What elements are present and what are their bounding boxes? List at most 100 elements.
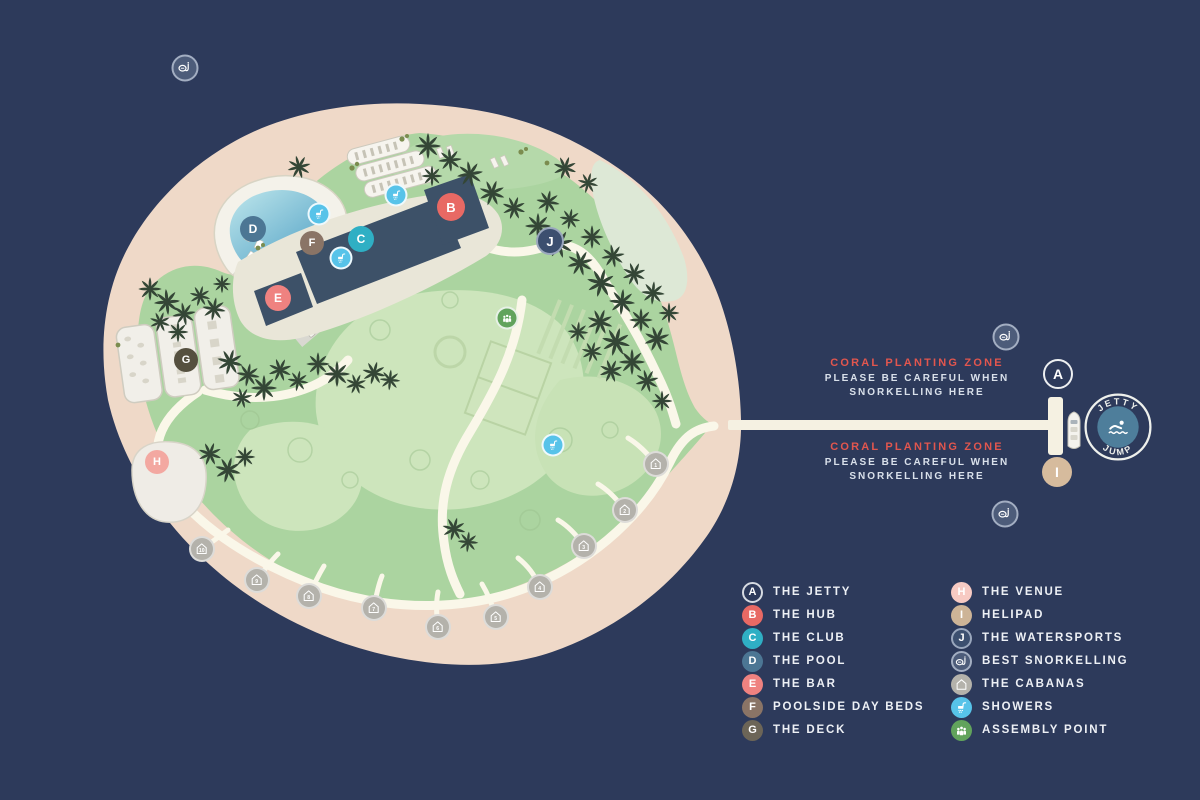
legend-marker-f: F [742, 696, 763, 718]
legend-marker-j: J [951, 627, 972, 649]
legend-marker-e: E [742, 673, 763, 695]
legend-column-2: H THE VENUE I HELIPAD J THE WATERSPORTS BEST S… [951, 581, 1128, 741]
lawn-patch-east [535, 376, 661, 496]
legend-marker-i: I [951, 604, 972, 626]
legend-item-showers: SHOWERS [951, 696, 1128, 718]
legend-marker-letter: F [749, 700, 756, 713]
cabana-icon [951, 673, 972, 695]
lawn-patch-southwest [234, 421, 363, 531]
map-marker-letter: F [308, 236, 316, 249]
cabana-marker-4: 4 [527, 574, 553, 600]
cabana-marker-5: 5 [483, 604, 509, 630]
map-marker-letter: C [356, 232, 366, 246]
map-marker-letter: G [181, 353, 191, 366]
legend-marker-d: D [742, 650, 763, 672]
legend-marker-a: A [742, 581, 763, 603]
coral-note-line1: PLEASE BE CAREFUL WHEN [824, 457, 1010, 468]
shower-icon [951, 696, 972, 718]
map-marker-letter: B [446, 199, 456, 215]
coral-planting-note: CORAL PLANTING ZONE PLEASE BE CAREFUL WH… [792, 357, 1042, 400]
coral-note-line2: SNORKELLING HERE [849, 387, 985, 398]
svg-text:JUMP: JUMP [1101, 442, 1135, 457]
svg-text:7: 7 [373, 608, 376, 614]
svg-text:9: 9 [256, 580, 259, 586]
jetty-walkway [728, 420, 1050, 430]
jetty-jump-bottom-text: JUMP [1101, 442, 1132, 457]
legend-marker-letter: I [959, 608, 964, 621]
legend-label: THE HUB [773, 609, 837, 621]
legend-item-the-deck: G THE DECK [742, 719, 924, 741]
legend-item-the-bar: E THE BAR [742, 673, 924, 695]
cabana-marker-9: 9 [244, 567, 270, 593]
snorkel-icon [991, 500, 1019, 528]
assembly-icon [951, 719, 972, 741]
snorkel-icon [951, 650, 972, 672]
roundabout [433, 335, 467, 369]
svg-text:6: 6 [437, 627, 440, 633]
snorkel-icon [992, 323, 1020, 351]
legend-marker-letter: D [748, 654, 757, 667]
legend-label: THE DECK [773, 724, 847, 736]
shower-icon [329, 246, 353, 270]
legend-label: THE VENUE [982, 586, 1065, 598]
cabana-marker-3: 3 [571, 533, 597, 559]
cabana-marker-2: 2 [612, 497, 638, 523]
svg-text:4: 4 [539, 587, 542, 593]
legend-label: HELIPAD [982, 609, 1045, 621]
legend-label: SHOWERS [982, 701, 1055, 713]
legend-label: THE POOL [773, 655, 847, 667]
legend-item-the-watersports: J THE WATERSPORTS [951, 627, 1128, 649]
cabana-marker-8: 8 [296, 583, 322, 609]
legend-label: THE CABANAS [982, 678, 1086, 690]
legend-item-the-venue: H THE VENUE [951, 581, 1128, 603]
shower-icon [384, 183, 408, 207]
legend-label: THE JETTY [773, 586, 852, 598]
sage-patch [591, 160, 688, 302]
legend-label: ASSEMBLY POINT [982, 724, 1109, 736]
coral-note-line1: PLEASE BE CAREFUL WHEN [824, 373, 1010, 384]
coral-note-line2: SNORKELLING HERE [849, 471, 985, 482]
map-marker-b: B [437, 193, 465, 221]
legend-item-the-cabanas: THE CABANAS [951, 673, 1128, 695]
svg-text:1: 1 [655, 464, 658, 470]
map-marker-letter: A [1052, 366, 1064, 382]
coral-note-title: CORAL PLANTING ZONE [830, 441, 1004, 453]
legend-marker-letter: J [958, 631, 965, 644]
cabana-marker-6: 6 [425, 614, 451, 640]
legend-marker-h: H [951, 581, 972, 603]
cabana-marker-10: 10 [189, 536, 215, 562]
legend-column-1: A THE JETTY B THE HUB C THE CLUB D THE POOL E THE… [742, 581, 924, 741]
legend-item-the-club: C THE CLUB [742, 627, 924, 649]
beach-lounger-rows [346, 135, 437, 198]
svg-text:8: 8 [308, 596, 311, 602]
svg-text:2: 2 [624, 510, 627, 516]
map-marker-g: G [174, 348, 198, 372]
map-marker-i: I [1042, 457, 1072, 487]
legend-marker-letter: A [748, 585, 757, 598]
legend-marker-c: C [742, 627, 763, 649]
cabana-marker-7: 7 [361, 595, 387, 621]
map-marker-j: J [536, 227, 564, 255]
snorkel-icon [171, 54, 199, 82]
jetty-t-head [1048, 397, 1063, 455]
legend-marker-b: B [742, 604, 763, 626]
legend-item-the-jetty: A THE JETTY [742, 581, 924, 603]
svg-text:10: 10 [199, 549, 205, 555]
map-marker-h: H [145, 450, 169, 474]
legend-item-best-snorkelling: BEST SNORKELLING [951, 650, 1128, 672]
legend-marker-letter: H [957, 585, 966, 598]
shower-icon [307, 202, 331, 226]
legend-marker-letter: B [748, 608, 757, 621]
legend-label: THE WATERSPORTS [982, 632, 1124, 644]
shower-icon [541, 433, 565, 457]
legend-marker-g: G [742, 719, 763, 741]
legend-item-the-hub: B THE HUB [742, 604, 924, 626]
legend-item-helipad: I HELIPAD [951, 604, 1128, 626]
map-marker-letter: E [273, 291, 282, 305]
legend-item-poolside-day-beds: F POOLSIDE DAY BEDS [742, 696, 924, 718]
legend-marker-letter: E [748, 677, 757, 690]
legend-label: THE CLUB [773, 632, 846, 644]
